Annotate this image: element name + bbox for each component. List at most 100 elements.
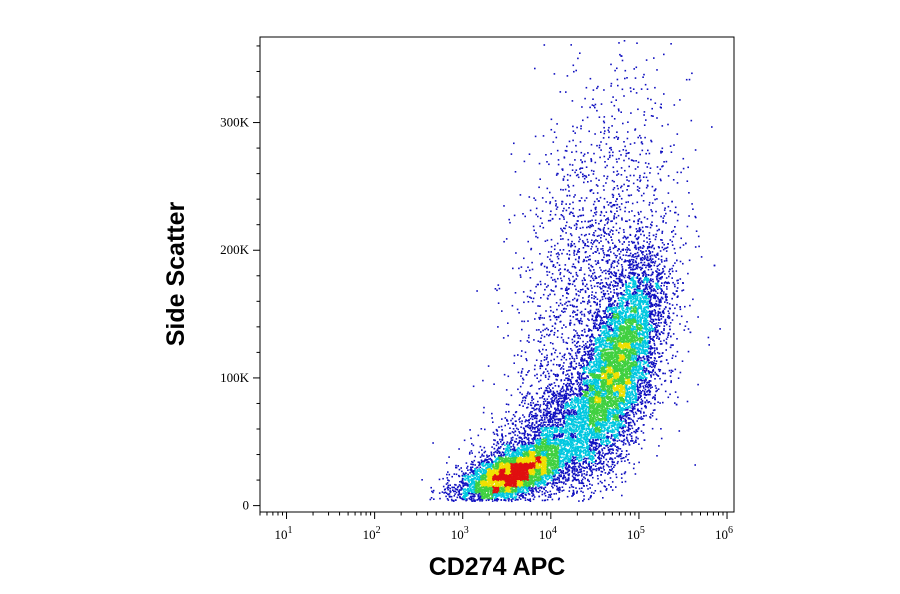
event-point [446, 473, 448, 476]
event-point [502, 451, 505, 454]
event-point [531, 453, 533, 456]
event-point [523, 459, 525, 461]
event-point [483, 477, 486, 479]
event-point [487, 483, 489, 485]
event-point [472, 496, 475, 498]
event-point [482, 489, 485, 492]
event-point [493, 485, 496, 487]
event-point [470, 463, 472, 465]
event-point [574, 466, 577, 468]
event-point [461, 477, 464, 480]
event-point [451, 486, 453, 489]
event-point [553, 484, 556, 487]
event-point [485, 479, 487, 481]
event-point [494, 498, 496, 501]
event-point [443, 492, 445, 494]
event-point [455, 499, 457, 501]
event-point [487, 485, 489, 488]
event-point [527, 485, 530, 488]
event-point [505, 460, 508, 463]
event-point [468, 497, 470, 500]
event-point [486, 497, 489, 499]
event-point [536, 490, 538, 493]
event-point [475, 480, 477, 482]
event-point [429, 498, 432, 501]
event-point [491, 476, 493, 478]
event-point [508, 455, 511, 457]
event-point [502, 459, 504, 461]
event-point [479, 500, 481, 502]
event-point [501, 493, 504, 496]
event-point [480, 476, 482, 479]
event-point [490, 451, 493, 454]
event-point [490, 471, 492, 473]
event-point [470, 499, 473, 501]
event-point [538, 450, 540, 453]
event-point [483, 451, 486, 454]
event-point [520, 448, 523, 451]
event-point [475, 488, 478, 491]
event-point [505, 482, 507, 484]
event-point [515, 487, 518, 490]
event-point [497, 447, 499, 450]
event-point [492, 470, 494, 472]
event-point [442, 477, 444, 480]
event-point [501, 484, 503, 486]
event-point [511, 491, 513, 494]
event-point [485, 493, 487, 495]
event-point [516, 488, 519, 491]
event-point [482, 491, 484, 493]
event-point [442, 485, 445, 488]
event-point [497, 465, 500, 467]
event-point [486, 489, 489, 491]
event-point [488, 481, 490, 484]
event-point [480, 486, 483, 489]
event-point [563, 451, 565, 454]
event-point [517, 451, 520, 454]
event-point [484, 450, 487, 453]
event-point [515, 451, 517, 454]
event-point [508, 492, 511, 494]
event-point [532, 485, 534, 488]
event-point [534, 483, 536, 486]
event-point [481, 455, 483, 457]
event-point [518, 466, 520, 468]
event-point [580, 435, 583, 437]
event-point [500, 484, 502, 487]
event-point [505, 443, 508, 445]
event-point [447, 488, 449, 491]
event-point [496, 492, 498, 495]
event-point [539, 489, 541, 492]
event-point [482, 486, 485, 488]
event-point [479, 486, 481, 489]
event-point [544, 486, 547, 489]
event-point [579, 448, 582, 451]
event-point [448, 495, 451, 498]
event-point [496, 457, 499, 460]
event-point [472, 463, 475, 466]
event-point [470, 496, 473, 499]
event-point [550, 459, 553, 461]
event-point [504, 475, 507, 477]
event-point [477, 498, 479, 501]
event-point [495, 465, 497, 468]
event-point [470, 492, 472, 495]
event-point [464, 495, 467, 497]
event-point [462, 482, 464, 485]
event-point [483, 460, 486, 462]
event-point [446, 482, 449, 484]
event-point [448, 493, 451, 495]
event-point [509, 450, 512, 452]
event-point [514, 482, 517, 484]
event-point [539, 474, 542, 476]
event-point [524, 463, 526, 465]
event-point [514, 478, 516, 480]
event-point [480, 491, 482, 493]
event-point [556, 476, 559, 479]
event-point [461, 487, 463, 490]
event-point [447, 479, 449, 481]
event-point [551, 477, 554, 480]
event-point [537, 428, 539, 430]
event-point [484, 488, 487, 491]
event-point [481, 484, 484, 487]
